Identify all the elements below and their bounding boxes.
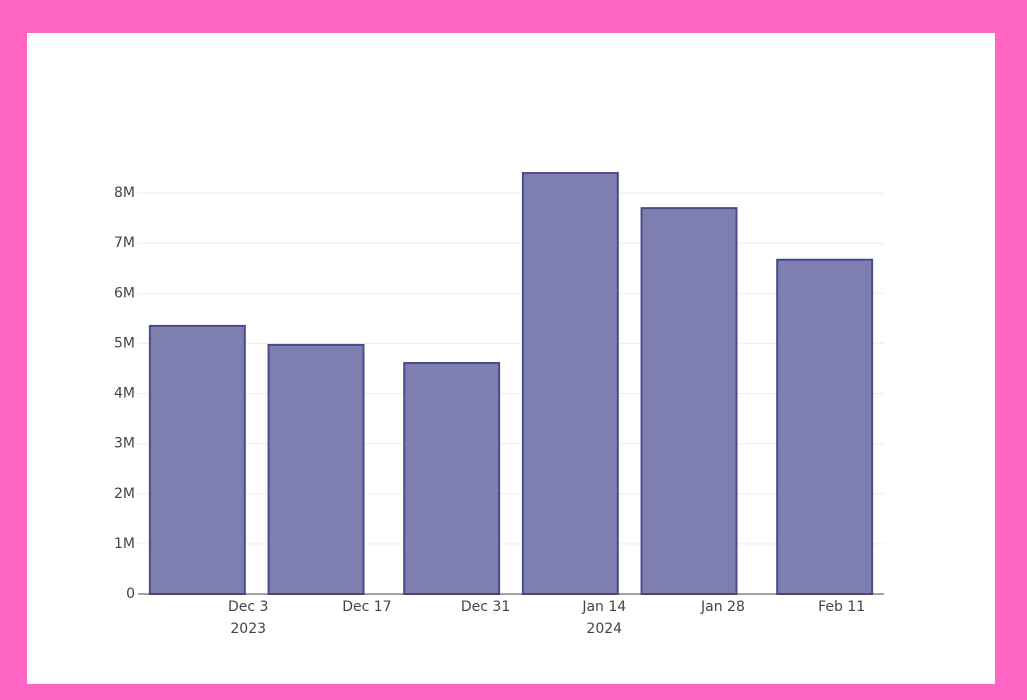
x-tick-label: Jan 28: [700, 599, 745, 615]
x-tick-year: 2024: [586, 621, 622, 637]
y-tick-label: 4M: [114, 386, 135, 402]
x-tick-label: Dec 3: [228, 599, 268, 615]
y-tick-label: 8M: [114, 185, 135, 201]
bar: [640, 207, 738, 595]
y-tick-label: 1M: [114, 536, 135, 552]
y-tick-label: 7M: [114, 235, 135, 251]
bar: [521, 172, 619, 596]
y-tick-label: 3M: [114, 436, 135, 452]
bar: [403, 361, 501, 595]
y-tick-label: 2M: [114, 486, 135, 502]
bar: [267, 343, 365, 595]
y-tick-label: 5M: [114, 335, 135, 351]
x-tick-label: Jan 14: [581, 599, 626, 615]
y-tick-label: 6M: [114, 285, 135, 301]
x-tick-year: 2023: [230, 621, 266, 637]
y-tick-label: 0: [126, 586, 135, 602]
bar: [776, 258, 874, 595]
x-tick-label: Dec 17: [342, 599, 391, 615]
bar: [148, 324, 246, 595]
x-tick-label: Feb 11: [818, 599, 865, 615]
x-tick-label: Dec 31: [461, 599, 510, 615]
